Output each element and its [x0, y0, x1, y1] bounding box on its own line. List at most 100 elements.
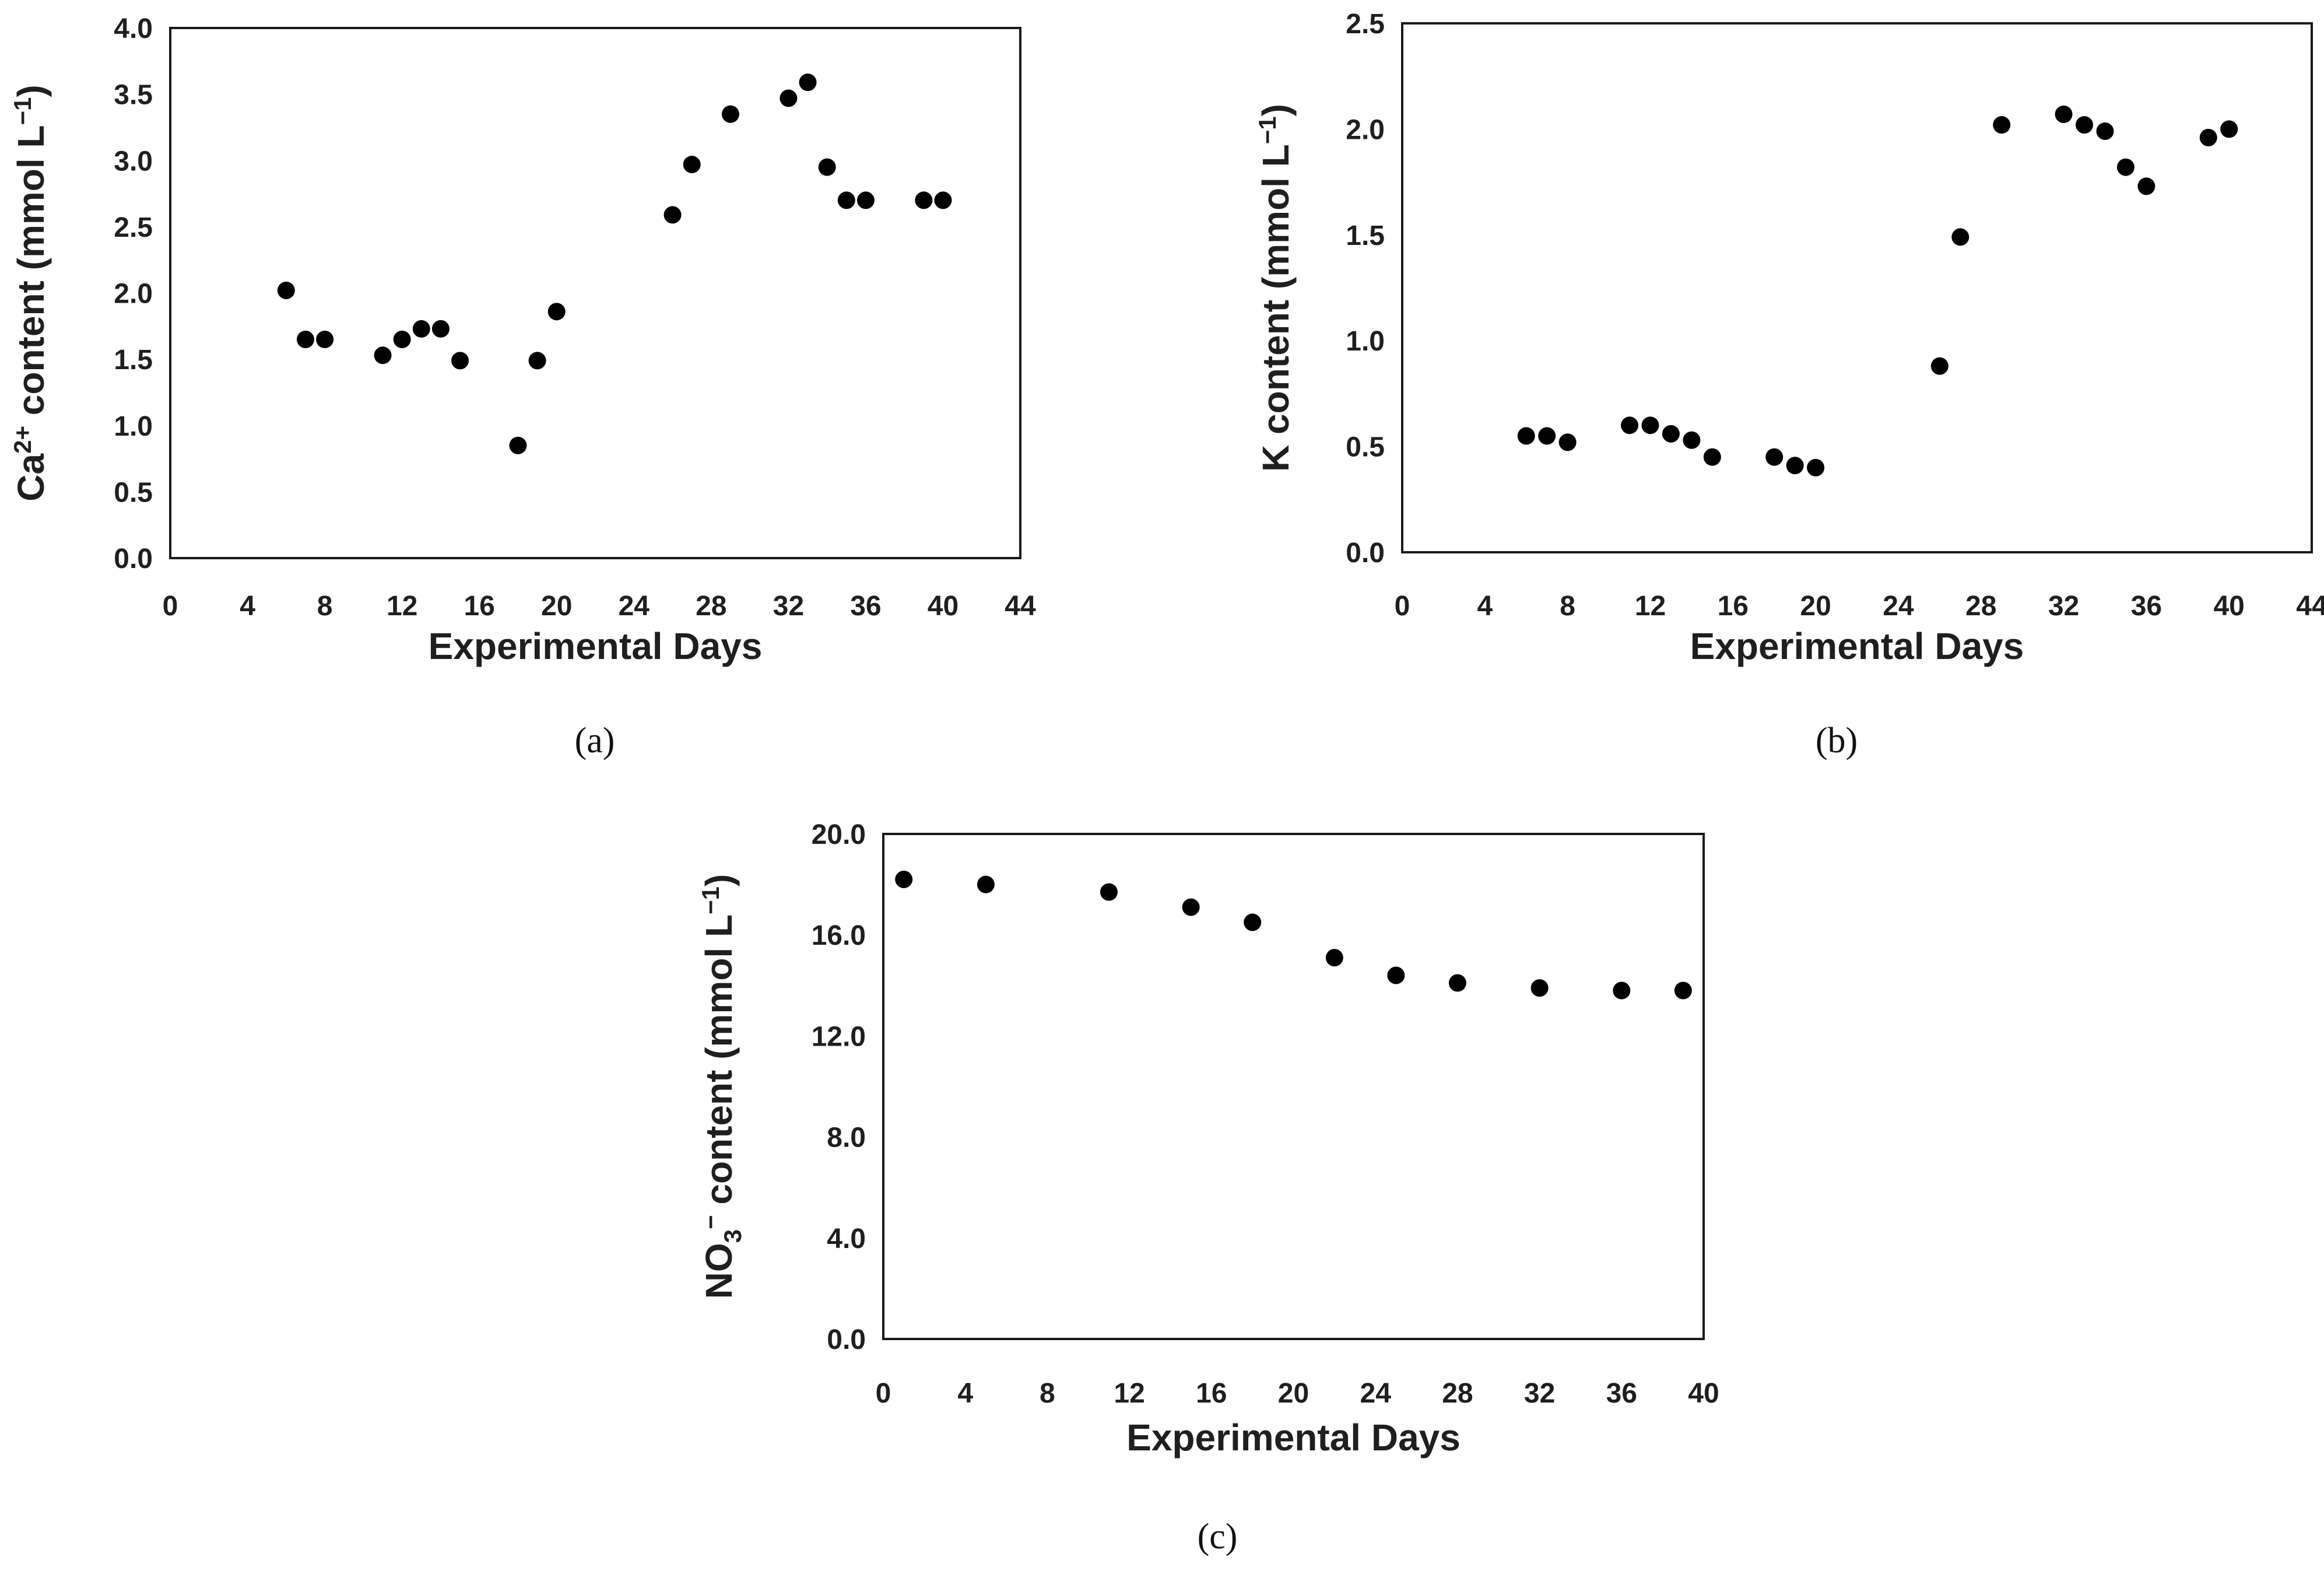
x-tick-label: 0 — [163, 591, 178, 622]
y-tick-label: 1.5 — [1346, 220, 1385, 251]
data-point — [412, 320, 430, 338]
data-point — [374, 346, 392, 364]
data-point — [2096, 122, 2114, 141]
y-tick-label: 4.0 — [827, 1224, 866, 1254]
x-tick-label: 16 — [464, 591, 494, 622]
y-tick-label: 2.0 — [114, 279, 153, 310]
data-point — [1100, 883, 1118, 901]
y-tick-label: 2.5 — [114, 212, 153, 243]
data-point — [1807, 458, 1825, 476]
data-point — [1538, 427, 1556, 445]
data-point — [1683, 431, 1701, 449]
data-point — [393, 331, 411, 349]
y-tick-label: 4.0 — [114, 13, 153, 44]
x-tick-label: 44 — [1005, 591, 1036, 622]
data-point — [1530, 979, 1549, 997]
plot-frame-c — [882, 833, 1705, 1340]
x-tick-label: 36 — [850, 591, 881, 622]
x-tick-label: 28 — [1965, 591, 1996, 622]
data-point — [1993, 116, 2011, 134]
data-point — [1786, 457, 1804, 475]
data-point — [316, 331, 334, 349]
data-point — [780, 89, 798, 107]
y-tick-label: 1.5 — [114, 345, 153, 376]
panel-caption-c: (c) — [1198, 1517, 1238, 1557]
data-point — [1674, 981, 1692, 1000]
data-point — [451, 352, 469, 370]
data-point — [856, 191, 875, 209]
x-axis-title: Experimental Days — [1690, 625, 2024, 667]
y-tick-label: 1.0 — [114, 411, 153, 442]
y-tick-label: 8.0 — [827, 1123, 866, 1154]
data-point — [664, 206, 682, 224]
plot-frame-a — [169, 27, 1021, 559]
x-tick-label: 0 — [876, 1378, 891, 1409]
x-tick-label: 12 — [1635, 591, 1666, 622]
x-tick-label: 12 — [1114, 1378, 1145, 1409]
panel-caption-b: (b) — [1816, 721, 1858, 760]
data-point — [431, 320, 450, 338]
data-point — [1244, 913, 1262, 931]
data-point — [2116, 158, 2135, 176]
x-tick-label: 20 — [1278, 1378, 1309, 1409]
x-tick-label: 36 — [1606, 1378, 1637, 1409]
data-point — [1621, 416, 1638, 434]
x-tick-label: 20 — [1800, 591, 1831, 622]
y-tick-label: 0.0 — [1346, 538, 1385, 569]
data-point — [547, 303, 566, 321]
data-point — [1558, 433, 1577, 451]
data-point — [1662, 425, 1680, 443]
x-tick-label: 40 — [928, 591, 959, 622]
x-tick-label: 24 — [619, 591, 650, 622]
x-tick-label: 16 — [1718, 591, 1749, 622]
x-tick-label: 8 — [317, 591, 333, 622]
data-point — [1641, 416, 1659, 434]
data-point — [509, 436, 527, 454]
data-point — [977, 875, 995, 893]
y-tick-label: 3.5 — [114, 80, 153, 111]
data-point — [2220, 120, 2238, 138]
y-tick-label: 20.0 — [812, 819, 866, 850]
x-tick-label: 16 — [1196, 1378, 1227, 1409]
x-tick-label: 32 — [2048, 591, 2079, 622]
data-point — [1517, 427, 1535, 445]
x-tick-label: 28 — [1442, 1378, 1473, 1409]
x-tick-label: 24 — [1360, 1378, 1392, 1409]
x-tick-label: 28 — [696, 591, 726, 622]
y-tick-label: 12.0 — [812, 1021, 866, 1052]
y-tick-label: 2.0 — [1346, 114, 1385, 145]
x-tick-label: 20 — [541, 591, 572, 622]
x-tick-label: 4 — [240, 591, 255, 622]
x-tick-label: 8 — [1040, 1378, 1055, 1409]
y-tick-label: 1.0 — [1346, 326, 1385, 357]
data-point — [683, 156, 701, 174]
y-tick-label: 16.0 — [812, 920, 866, 951]
x-tick-label: 24 — [1883, 591, 1914, 622]
data-point — [818, 158, 836, 176]
data-point — [2055, 106, 2073, 124]
x-tick-label: 8 — [1560, 591, 1575, 622]
y-tick-label: 3.0 — [114, 146, 153, 177]
data-point — [1951, 228, 1970, 246]
x-tick-label: 4 — [1477, 591, 1493, 622]
y-axis-title: K content (mmol L−1) — [1254, 104, 1297, 472]
data-point — [915, 191, 933, 209]
y-axis-title: NO3− content (mmol L−1) — [697, 874, 746, 1299]
x-tick-label: 4 — [957, 1378, 973, 1409]
data-point — [934, 191, 952, 209]
data-point — [1613, 981, 1631, 1000]
data-point — [528, 352, 546, 370]
data-point — [1765, 448, 1784, 466]
x-tick-label: 0 — [1395, 591, 1410, 622]
chart-panel-c: 0.0 4.0 8.0 12.0 16.0 20.0 0 4 8 12 16 20 24 28 32 36 40… — [697, 819, 1719, 1557]
x-axis-title: Experimental Days — [1126, 1417, 1461, 1459]
y-tick-label: 0.0 — [827, 1324, 866, 1355]
data-point — [837, 191, 855, 209]
x-tick-label: 40 — [2213, 591, 2244, 622]
y-tick-label: 0.0 — [114, 544, 153, 574]
data-point — [1182, 898, 1200, 916]
data-point — [721, 105, 739, 123]
data-point — [2199, 128, 2217, 146]
data-point — [895, 870, 913, 888]
